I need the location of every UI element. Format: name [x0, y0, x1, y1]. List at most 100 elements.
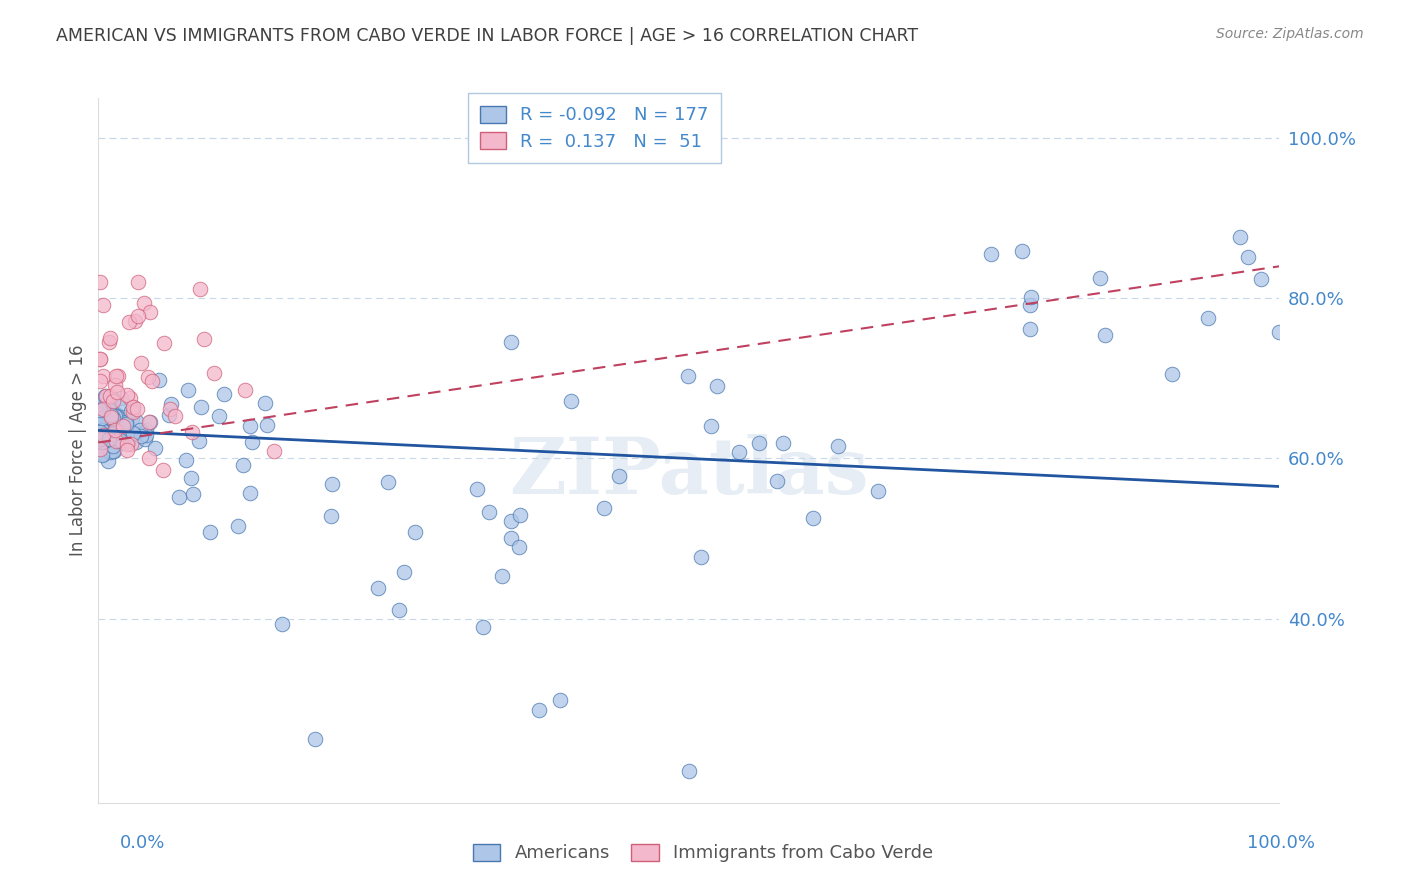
Point	[93, 443, 115, 458]
Point	[91, 447, 114, 461]
Point	[105, 385, 128, 400]
Point	[801, 511, 824, 525]
Point	[103, 409, 125, 424]
Point	[121, 411, 143, 425]
Point	[117, 434, 139, 449]
Point	[101, 394, 124, 409]
Point	[138, 415, 160, 429]
Point	[120, 403, 142, 417]
Point	[138, 415, 160, 429]
Point	[138, 451, 160, 466]
Point	[1229, 230, 1251, 244]
Point	[105, 368, 128, 383]
Point	[160, 397, 183, 411]
Point	[120, 391, 142, 405]
Point	[107, 419, 129, 434]
Point	[167, 490, 190, 504]
Point	[501, 334, 523, 349]
Point	[97, 431, 120, 445]
Point	[110, 435, 132, 450]
Point	[134, 432, 156, 446]
Point	[91, 448, 114, 462]
Point	[181, 425, 204, 439]
Point	[105, 410, 128, 425]
Point	[1011, 244, 1033, 259]
Point	[491, 569, 513, 583]
Point	[188, 434, 211, 448]
Point	[104, 434, 127, 449]
Point	[560, 394, 582, 409]
Point	[1018, 322, 1040, 336]
Point	[93, 409, 115, 423]
Point	[93, 434, 115, 448]
Point	[112, 396, 135, 410]
Point	[134, 296, 156, 310]
Point	[110, 425, 132, 440]
Point	[115, 388, 138, 402]
Legend: R = -0.092   N = 177, R =  0.137   N =  51: R = -0.092 N = 177, R = 0.137 N = 51	[468, 93, 721, 163]
Point	[120, 425, 142, 439]
Point	[91, 410, 114, 425]
Point	[97, 430, 120, 444]
Point	[190, 400, 212, 414]
Point	[90, 413, 112, 427]
Point	[121, 405, 143, 419]
Point	[111, 421, 134, 435]
Point	[129, 429, 152, 443]
Point	[115, 442, 138, 457]
Point	[152, 463, 174, 477]
Point	[866, 484, 889, 499]
Point	[110, 424, 132, 438]
Point	[100, 408, 122, 422]
Point	[117, 436, 139, 450]
Point	[97, 432, 120, 446]
Point	[148, 373, 170, 387]
Point	[98, 402, 121, 417]
Point	[748, 436, 770, 450]
Point	[93, 430, 115, 444]
Point	[103, 438, 125, 452]
Point	[94, 389, 117, 403]
Point	[100, 445, 122, 459]
Point	[377, 475, 399, 489]
Point	[89, 275, 111, 289]
Point	[174, 452, 197, 467]
Point	[94, 389, 117, 403]
Point	[98, 411, 121, 425]
Point	[93, 421, 115, 435]
Point	[103, 423, 125, 437]
Point	[367, 581, 389, 595]
Point	[101, 405, 124, 419]
Point	[96, 397, 118, 411]
Point	[97, 432, 120, 446]
Point	[96, 407, 118, 421]
Point	[499, 515, 522, 529]
Point	[165, 409, 187, 423]
Point	[97, 334, 120, 349]
Text: 100.0%: 100.0%	[1247, 834, 1315, 852]
Point	[118, 315, 141, 329]
Point	[100, 409, 122, 424]
Point	[548, 693, 571, 707]
Point	[90, 426, 112, 441]
Point	[90, 435, 112, 450]
Point	[1161, 368, 1184, 382]
Point	[122, 401, 145, 415]
Point	[89, 417, 111, 432]
Point	[138, 304, 160, 318]
Point	[527, 703, 550, 717]
Point	[101, 426, 124, 441]
Point	[89, 445, 111, 459]
Point	[1197, 310, 1219, 325]
Point	[827, 439, 849, 453]
Point	[509, 508, 531, 523]
Point	[97, 453, 120, 467]
Point	[98, 438, 121, 452]
Point	[472, 620, 495, 634]
Point	[96, 428, 118, 442]
Point	[90, 408, 112, 422]
Point	[100, 433, 122, 447]
Point	[110, 391, 132, 405]
Point	[91, 423, 114, 437]
Point	[689, 549, 711, 564]
